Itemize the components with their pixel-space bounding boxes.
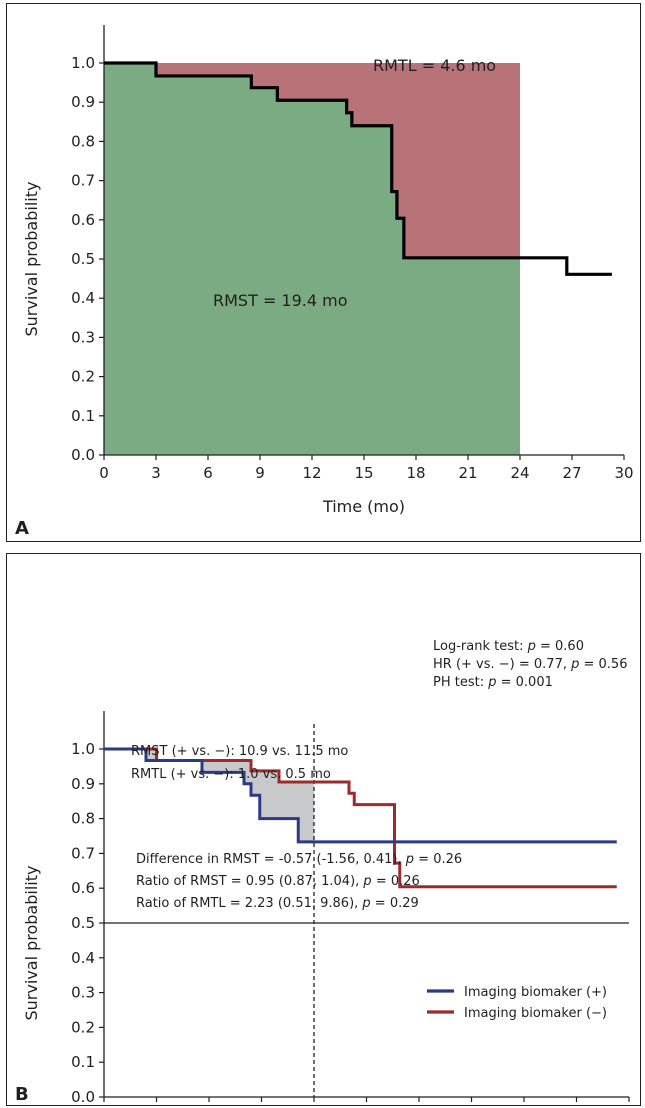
x-tick-label: 24 [510, 464, 529, 482]
stats-line: PH test: p = 0.001 [433, 675, 553, 690]
curve-positive [104, 747, 617, 844]
y-tick-label: 0.1 [71, 1053, 95, 1071]
y-tick-label: 0.9 [71, 775, 95, 793]
y-tick-label: 0.2 [71, 368, 95, 386]
y-tick-label: 0.0 [71, 1088, 95, 1106]
x-tick-label: 3 [152, 1106, 162, 1108]
rmst-line: RMST (+ vs. −): 10.9 vs. 11.5 mo [131, 744, 348, 759]
y-tick-label: 0.2 [71, 1018, 95, 1036]
x-tick-label: 15 [357, 1106, 376, 1108]
x-tick-label: 3 [151, 464, 161, 482]
survival-curve [104, 61, 612, 276]
survival-chart-a: 0.0 0.1 0.2 0.3 0.4 0.5 0.6 0.7 0.8 0.9 1.0 0 3 6 9 12 1… [15, 25, 634, 539]
stats-line: HR (+ vs. −) = 0.77, p = 0.56 [433, 657, 627, 672]
x-tick-label: 27 [562, 464, 581, 482]
y-tick-label: 0.3 [71, 328, 95, 346]
x-tick-label: 9 [257, 1106, 267, 1108]
x-tick-label: 9 [255, 464, 265, 482]
x-tick-label: 21 [462, 1106, 481, 1108]
rmst-line: RMTL (+ vs. −): 1.0 vs. 0.5 mo [131, 767, 331, 782]
x-tick-label: 18 [409, 1106, 428, 1108]
difference-line: Ratio of RMTL = 2.23 (0.51, 9.86), p = 0… [136, 896, 419, 911]
rmst-annotation: RMST = 19.4 mo [213, 291, 348, 310]
x-tick-label: 21 [458, 464, 477, 482]
x-tick-label: 30 [619, 1106, 638, 1108]
y-tick-label: 0.6 [71, 211, 95, 229]
panel-label-a: A [15, 518, 29, 539]
y-tick-label: 0.4 [71, 289, 95, 307]
stats-line: Log-rank test: p = 0.60 [433, 639, 584, 654]
legend-label: Imaging biomaker (+) [464, 985, 607, 1000]
panel-a: 0.0 0.1 0.2 0.3 0.4 0.5 0.6 0.7 0.8 0.9 1.0 0 3 6 9 12 1… [6, 3, 641, 542]
y-tick-label: 0.8 [71, 132, 95, 150]
x-tick-label: 24 [514, 1106, 533, 1108]
difference-line: Difference in RMST = -0.57 (-1.56, 0.41)… [136, 852, 462, 867]
y-tick-label: 0.5 [71, 914, 95, 932]
panel-b: 0.0 0.1 0.2 0.3 0.4 0.5 0.6 0.7 0.8 0.9 1.0 0 3 6 9 12 1… [6, 553, 641, 1108]
y-tick-label: 1.0 [71, 54, 95, 72]
y-tick-label: 0.7 [71, 844, 95, 862]
y-tick-label: 0.9 [71, 93, 95, 111]
y-tick-label: 0.0 [71, 446, 95, 464]
x-tick-label: 30 [614, 464, 633, 482]
x-tick-label: 15 [354, 464, 373, 482]
difference-area [104, 749, 314, 842]
x-axis-label: Time (mo) [322, 497, 405, 516]
x-tick-label: 12 [302, 464, 321, 482]
y-tick-label: 0.1 [71, 407, 95, 425]
x-tick-label: 18 [406, 464, 425, 482]
y-tick-label: 0.3 [71, 984, 95, 1002]
y-tick-label: 0.4 [71, 949, 95, 967]
x-tick-label: 6 [203, 464, 213, 482]
y-tick-label: 1.0 [71, 740, 95, 758]
x-tick-label: 0 [99, 464, 109, 482]
legend-label: Imaging biomaker (−) [464, 1006, 607, 1021]
x-tick-label: 27 [567, 1106, 586, 1108]
y-tick-label: 0.7 [71, 172, 95, 190]
survival-chart-b: 0.0 0.1 0.2 0.3 0.4 0.5 0.6 0.7 0.8 0.9 1.0 0 3 6 9 12 1… [15, 639, 639, 1108]
panel-label-b: B [15, 1084, 29, 1105]
y-axis-label: Survival probability [22, 182, 41, 337]
x-tick-label: 6 [204, 1106, 214, 1108]
rmtl-annotation: RMTL = 4.6 mo [373, 56, 496, 75]
curve-negative [104, 747, 617, 889]
y-axis-label: Survival probability [22, 866, 41, 1021]
x-tick-label: 0 [99, 1106, 109, 1108]
y-tick-label: 0.6 [71, 879, 95, 897]
difference-line: Ratio of RMST = 0.95 (0.87, 1.04), p = 0… [136, 874, 420, 889]
x-tick-label: 12 [304, 1106, 323, 1108]
y-tick-label: 0.5 [71, 250, 95, 268]
rmst-area [104, 63, 520, 455]
y-tick-label: 0.8 [71, 810, 95, 828]
